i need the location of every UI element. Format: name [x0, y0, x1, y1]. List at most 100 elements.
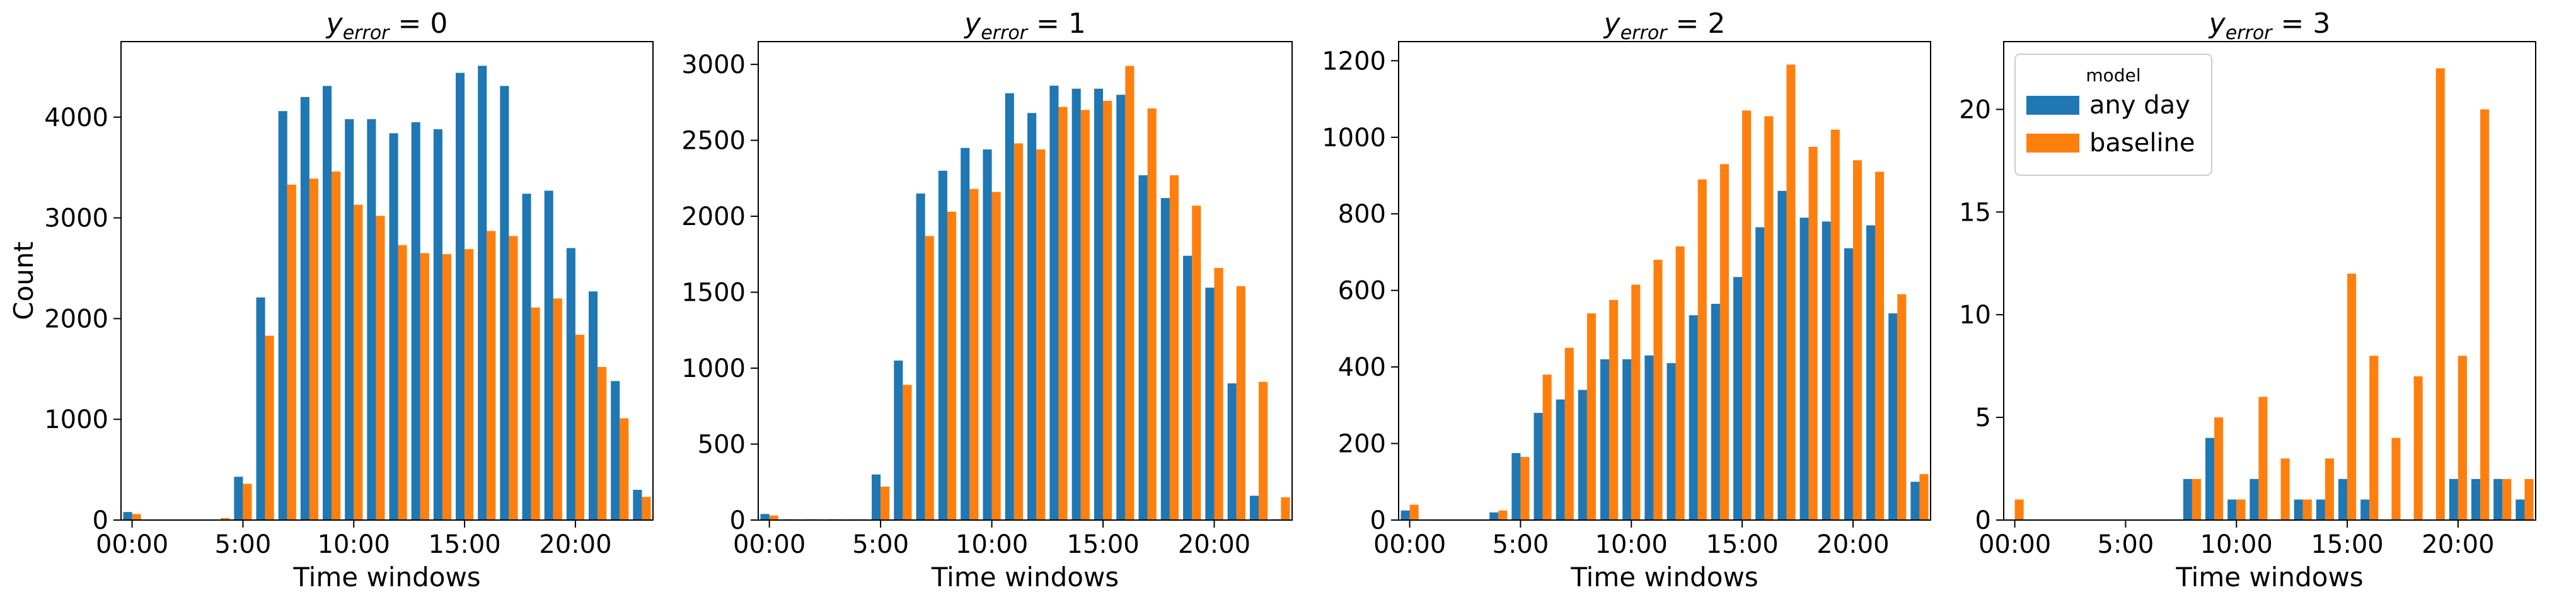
- bar-baseline-9: [2214, 417, 2224, 520]
- bar-baseline-4: [221, 518, 230, 520]
- bar-any-day-23: [2515, 499, 2525, 520]
- bar-baseline-11: [1014, 143, 1023, 520]
- title-base: y: [1603, 8, 1621, 40]
- bar-baseline-23: [1281, 497, 1290, 520]
- bar-any-day-17: [500, 86, 509, 520]
- bar-baseline-21: [1875, 171, 1885, 520]
- bar-any-day-12: [389, 133, 398, 520]
- bar-any-day-6: [1533, 412, 1543, 520]
- bar-baseline-6: [903, 385, 912, 520]
- bar-baseline-18: [1169, 175, 1179, 520]
- bar-baseline-15: [1103, 100, 1112, 520]
- bar-baseline-20: [1214, 268, 1223, 520]
- bar-any-day-16: [2360, 499, 2370, 520]
- bar-any-day-13: [1689, 315, 1698, 520]
- bar-baseline-22: [620, 418, 629, 520]
- bar-any-day-13: [411, 122, 420, 520]
- bar-baseline-7: [287, 184, 296, 520]
- bar-baseline-23: [642, 497, 651, 520]
- bar-baseline-10: [1631, 284, 1641, 520]
- bar-baseline-10: [2236, 499, 2246, 520]
- x-tick-label: 10:00: [318, 530, 390, 559]
- bar-any-day-11: [1644, 355, 1654, 520]
- bar-any-day-8: [2183, 478, 2192, 520]
- bar-any-day-6: [256, 297, 265, 520]
- bar-baseline-18: [2413, 376, 2423, 520]
- bar-any-day-10: [983, 149, 992, 520]
- bar-baseline-7: [925, 236, 934, 520]
- bar-baseline-19: [2435, 68, 2445, 520]
- x-tick-label: 5:00: [215, 530, 272, 559]
- bar-baseline-16: [2369, 356, 2379, 520]
- bar-any-day-10: [2227, 499, 2237, 520]
- bar-baseline-16: [1125, 66, 1135, 520]
- bar-baseline-15: [1742, 110, 1752, 520]
- bar-baseline-14: [442, 254, 451, 520]
- bar-any-day-5: [871, 474, 881, 520]
- x-tick-label: 15:00: [428, 530, 500, 559]
- bar-baseline-13: [1697, 179, 1707, 520]
- bar-baseline-6: [1542, 374, 1552, 520]
- bar-baseline-15: [2347, 274, 2357, 520]
- title-subscript: error: [2226, 22, 2273, 44]
- bar-baseline-20: [575, 334, 584, 520]
- bar-baseline-16: [1764, 116, 1774, 520]
- x-tick-label: 00:00: [1373, 530, 1446, 559]
- title-rest: = 1: [1027, 8, 1086, 40]
- bar-baseline-12: [1675, 246, 1685, 520]
- bar-any-day-6: [894, 361, 903, 520]
- bar-baseline-22: [1259, 381, 1268, 520]
- legend: model any day baseline: [2014, 54, 2212, 176]
- x-tick-label: 15:00: [1706, 530, 1778, 559]
- bar-any-day-19: [1183, 255, 1193, 520]
- bar-any-day-16: [1116, 95, 1126, 520]
- bar-any-day-15: [456, 72, 465, 520]
- title-base: y: [2208, 8, 2226, 40]
- bar-baseline-9: [332, 171, 341, 520]
- bars: [2014, 68, 2534, 520]
- bar-any-day-22: [611, 381, 620, 520]
- y-tick-label: 1000: [1322, 124, 1386, 153]
- y-tick-label: 0: [1975, 506, 1991, 535]
- bars: [123, 66, 651, 520]
- bar-any-day-7: [1556, 399, 1565, 520]
- bar-baseline-23: [2524, 478, 2534, 520]
- bar-baseline-18: [531, 307, 540, 520]
- y-tick-label: 1000: [681, 354, 746, 383]
- bar-any-day-11: [1005, 93, 1014, 520]
- bar-baseline-17: [2391, 437, 2401, 520]
- bar-baseline-13: [420, 253, 429, 520]
- bar-any-day-12: [1027, 113, 1037, 520]
- title-base: y: [325, 8, 344, 40]
- bar-any-day-5: [1511, 453, 1521, 520]
- y-tick-label: 20: [1959, 95, 1991, 124]
- y-tick-label: 3000: [44, 204, 108, 233]
- bar-baseline-13: [1058, 107, 1068, 520]
- bar-any-day-0: [123, 512, 132, 520]
- bar-any-day-9: [961, 148, 970, 520]
- bar-any-day-7: [916, 193, 925, 520]
- y-tick-label: 800: [1338, 200, 1386, 229]
- title-rest: = 0: [390, 8, 448, 40]
- bar-any-day-22: [1249, 495, 1259, 520]
- bar-baseline-5: [881, 486, 890, 520]
- bar-baseline-19: [1830, 129, 1840, 520]
- x-tick-label: 10:00: [1595, 530, 1668, 559]
- x-tick-label: 00:00: [96, 530, 168, 559]
- bar-any-day-15: [1733, 277, 1743, 520]
- bar-baseline-7: [1564, 347, 1574, 520]
- bar-baseline-12: [1036, 149, 1046, 520]
- title-rest: = 3: [2272, 8, 2331, 40]
- bar-baseline-14: [2325, 458, 2334, 520]
- bar-any-day-7: [278, 111, 287, 520]
- bar-any-day-18: [1160, 198, 1170, 520]
- y-tick-label: 2500: [681, 127, 746, 156]
- bar-any-day-16: [478, 66, 487, 520]
- bar-baseline-10: [354, 204, 363, 520]
- x-axis-label: Time windows: [292, 562, 480, 593]
- y-tick-label: 2000: [681, 202, 746, 231]
- bar-baseline-18: [1808, 146, 1818, 520]
- bar-baseline-14: [1080, 110, 1090, 520]
- bar-any-day-23: [633, 490, 642, 520]
